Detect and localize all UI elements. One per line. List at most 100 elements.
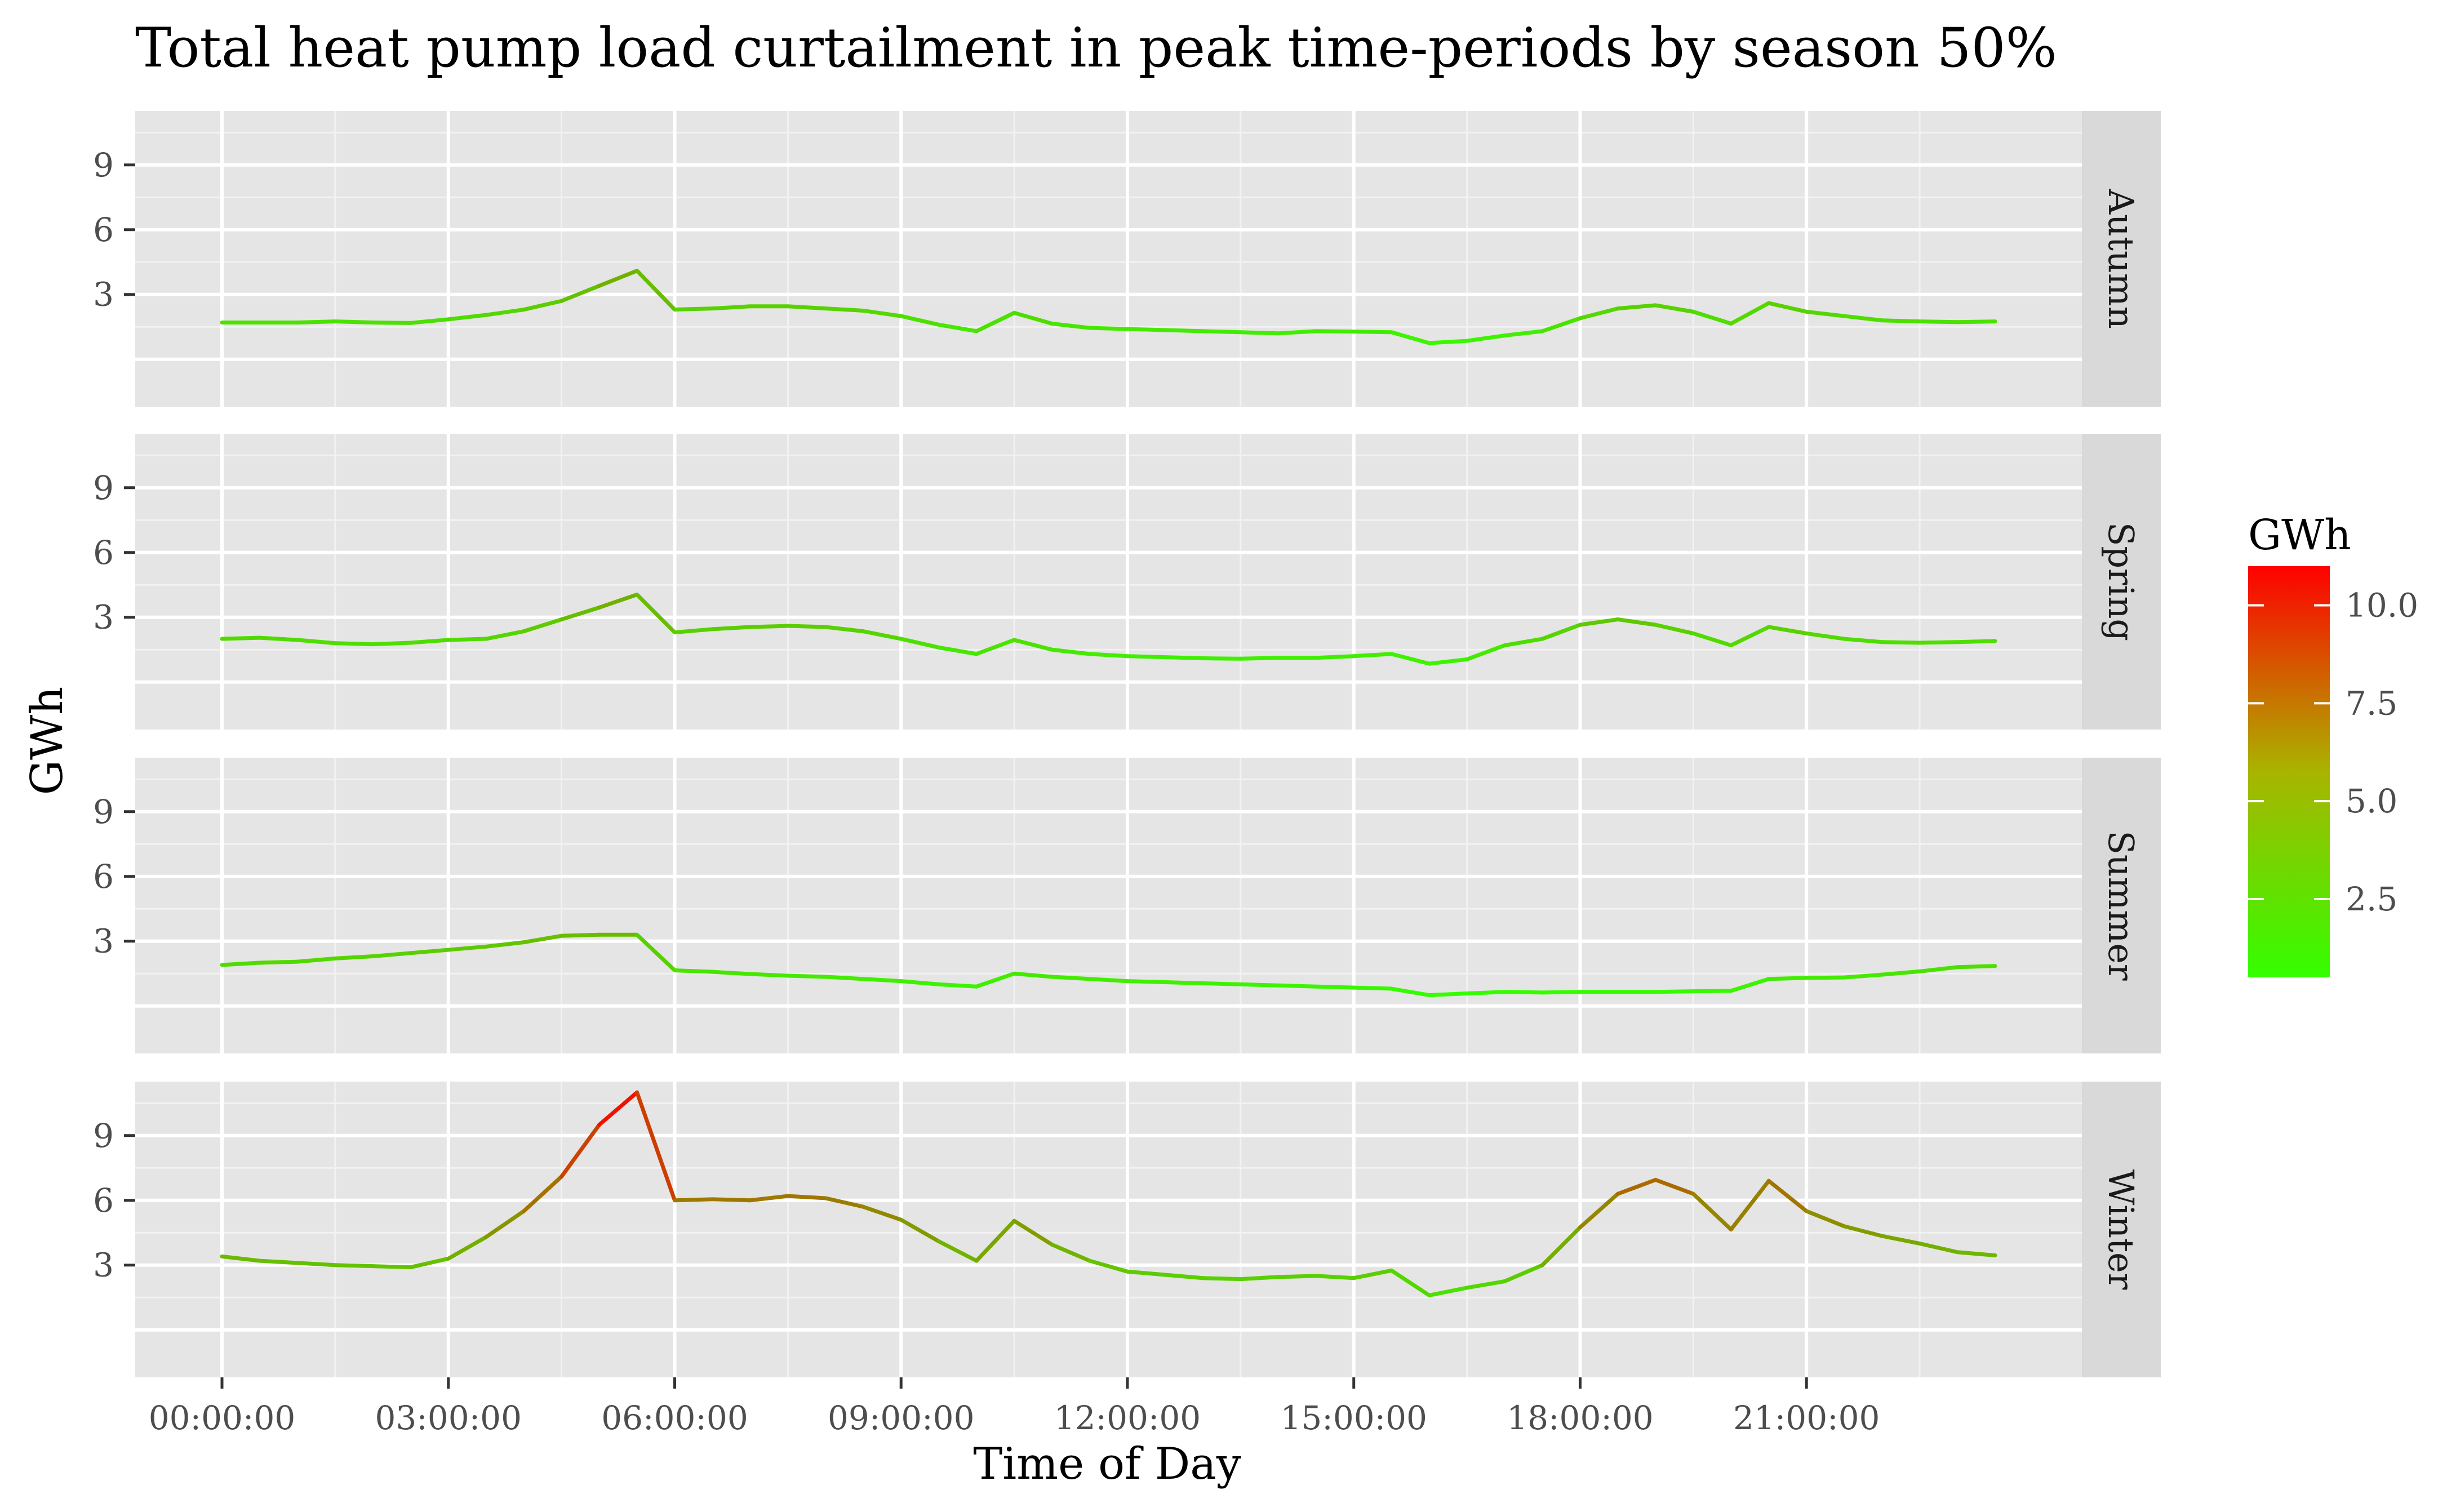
line-segment [1917,640,1960,645]
y-tick-label: 6 [93,857,114,896]
line-segment [1766,1179,1809,1213]
line-segment [1125,327,1167,332]
line-segment [1352,652,1394,659]
line-segment [257,635,300,642]
line-segment [446,637,488,642]
line-segment [861,629,903,641]
line-segment [295,319,337,325]
line-segment [1804,631,1846,641]
line-segment [1540,990,1582,995]
line-segment [1389,652,1432,666]
line-segment [1766,976,1809,981]
series-line-winter [220,1090,1997,1297]
facet-strip-label: Autumn [2100,188,2142,328]
panel-background [135,1082,2082,1377]
line-segment [1163,655,1205,661]
line-segment [1087,326,1130,331]
line-segment [1314,654,1356,660]
line-segment [559,605,602,622]
line-segment [861,1204,903,1222]
line-segment [597,592,639,610]
line-segment [1540,622,1582,641]
line-segment [484,308,526,317]
line-segment [295,956,337,964]
line-segment [257,1258,300,1265]
panel-background [135,434,2082,730]
legend: GWh 2.5 5.0 7.5 10.0 [2248,511,2418,977]
line-segment [1578,306,1620,321]
line-segment [974,310,1016,333]
line-segment [974,1219,1016,1263]
x-tick-label: 18:00:00 [1507,1399,1654,1437]
line-segment [748,624,790,629]
y-tick-label: 6 [93,211,114,249]
line-segment [446,1235,488,1261]
line-segment [785,304,828,311]
line-segment [1540,316,1582,333]
legend-tick-label: 7.5 [2346,684,2397,722]
line-segment [1427,657,1469,666]
line-segment [936,645,979,656]
line-segment [1917,965,1960,973]
line-segment [1917,1241,1960,1255]
facet-strip [2082,1082,2161,1377]
line-segment [408,638,451,645]
line-segment [1955,639,1997,644]
x-tick-label: 03:00:00 [375,1399,522,1437]
facet-strip [2082,434,2161,730]
line-segment [1276,329,1318,336]
line-segment [710,304,752,311]
line-segment [1389,986,1432,998]
line-segment [748,1194,790,1203]
line-segment [672,306,714,312]
line-segment [1050,321,1092,330]
line-segment [1540,1225,1582,1268]
line-segment [1352,1268,1394,1280]
x-tick-label: 15:00:00 [1280,1399,1427,1437]
line-segment [1238,982,1281,988]
line-segment [861,308,903,318]
y-tick-label: 3 [93,922,114,960]
facet-strip [2082,111,2161,407]
line-segment [484,940,526,949]
line-segment [1352,985,1394,991]
line-segment [823,625,865,634]
line-segment [1427,1286,1469,1297]
line-segment [484,1209,526,1239]
line-segment [1653,989,1695,994]
y-tick-label: 9 [93,793,114,831]
line-segment [1201,1276,1243,1282]
line-segment [1880,318,1922,324]
line-segment [257,959,300,965]
line-segment [823,1196,865,1209]
y-tick-label: 3 [93,1246,114,1284]
x-tick-label: 12:00:00 [1054,1399,1201,1437]
line-segment [1314,984,1356,990]
line-segment [1955,964,1997,970]
line-segment [1465,1279,1507,1290]
x-tick-label: 06:00:00 [601,1399,748,1437]
line-segment [1012,1219,1054,1247]
line-segment [1804,975,1846,980]
y-tick-label: 9 [93,469,114,507]
y-tick-label: 3 [93,598,114,637]
line-segment [522,299,564,312]
line-segment [1653,622,1695,635]
line-segment [672,968,714,974]
line-segment [635,592,677,635]
line-segment [220,960,262,967]
x-axis-title: Time of Day [973,1439,1241,1489]
line-segment [295,1261,337,1268]
line-segment [1578,617,1620,627]
line-segment [597,1090,639,1127]
line-segment [220,635,262,641]
line-segment [1729,1179,1771,1231]
facet-panel-spring: 3 6 9 Spring [93,434,2161,730]
line-segment [1125,979,1167,985]
line-segment [672,627,714,635]
line-segment [1389,330,1432,345]
line-segment [899,1217,941,1244]
line-segment [1615,617,1658,627]
line-segment [1087,977,1130,984]
line-segment [1503,637,1545,648]
